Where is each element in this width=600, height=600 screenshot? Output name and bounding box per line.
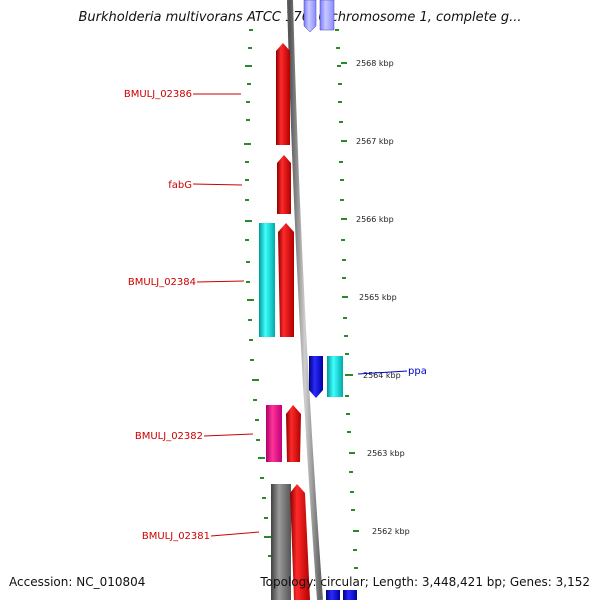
gc-ticks-left [244,29,272,557]
gene-label-bmulj-02384: BMULJ_02384 [128,277,196,288]
reverse-gene-bottom [343,590,357,600]
cds-bmulj-02384 [259,223,275,337]
gene-arrow-bmulj-02381 [290,484,310,600]
gene-label-bmulj-02386: BMULJ_02386 [124,89,192,100]
scale-label: 2563 kbp [367,449,405,458]
scale-label: 2562 kbp [372,527,410,536]
gene-arrow-fabg [277,155,291,214]
feature-bmulj-02381-gray [271,484,291,600]
map-title: Burkholderia multivorans ATCC 17616 chro… [78,10,522,25]
gene-label-bmulj-02381: BMULJ_02381 [142,531,210,542]
gene-arrow-bmulj-02384 [278,223,294,337]
gene-arrow-bmulj-02382 [286,405,301,462]
scale-labels: 2568 kbp 2567 kbp 2566 kbp 2565 kbp 2564… [356,59,410,536]
feature-bmulj-02382-pink [266,405,282,462]
reverse-strand-features[interactable] [309,356,357,600]
gene-label-fabg: fabG [168,180,192,191]
accession-label: Accession: NC_010804 [9,575,146,589]
reverse-gene-bottom [326,590,340,600]
gene-arrow-bmulj-02386 [276,43,290,145]
scale-label: 2568 kbp [356,59,394,68]
reverse-gene-arrow [319,0,335,31]
reverse-strand-features-top[interactable] [303,0,335,33]
scale-ticks [341,62,359,532]
gene-label-ppa: ppa [408,366,427,377]
gene-arrow-ppa [309,356,323,398]
scale-label: 2566 kbp [356,215,394,224]
gene-label-lines [192,93,408,537]
cds-ppa [327,356,343,397]
scale-label: 2567 kbp [356,137,394,146]
forward-strand-features[interactable] [259,43,310,600]
gene-labels[interactable]: BMULJ_02386 fabG BMULJ_02384 BMULJ_02382… [124,89,427,542]
backbone-ring [287,0,323,600]
scale-label: 2564 kbp [363,371,401,380]
gene-label-bmulj-02382: BMULJ_02382 [135,431,203,442]
scale-label: 2565 kbp [359,293,397,302]
topology-label: Topology: circular; Length: 3,448,421 bp… [260,575,590,589]
reverse-gene-arrow [303,0,317,33]
gc-ticks-right [335,29,358,569]
